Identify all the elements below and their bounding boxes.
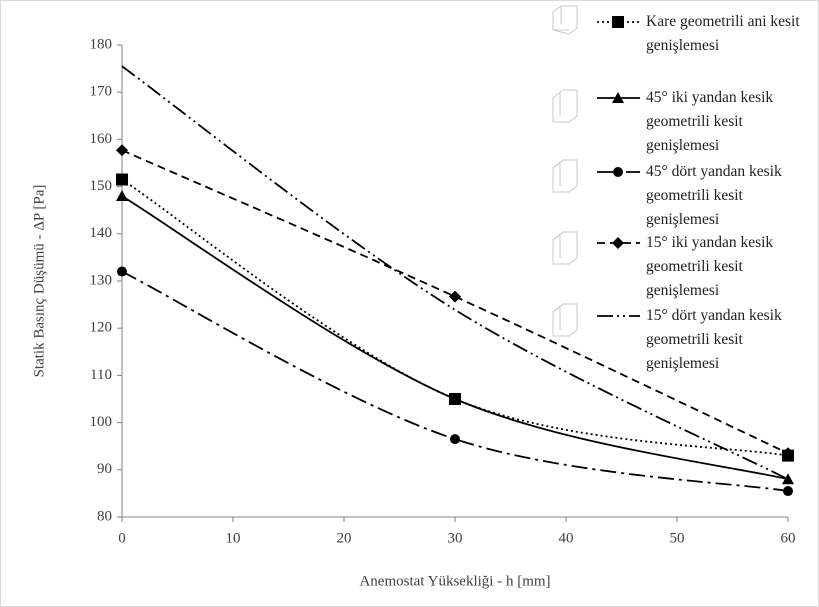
- y-tick-label: 150: [90, 178, 113, 194]
- series-line: [121, 178, 789, 457]
- x-tick-label: 50: [670, 530, 685, 546]
- marker: [116, 144, 128, 157]
- marker: [117, 266, 127, 277]
- marker: [782, 473, 794, 485]
- y-tick-label: 120: [90, 320, 113, 336]
- y-tick-label: 110: [90, 367, 112, 383]
- legend-label: 45° iki yandan kesik geometrili kesit ge…: [646, 89, 774, 154]
- marker: [449, 290, 461, 303]
- x-tick-label: 10: [226, 530, 241, 546]
- marker: [450, 434, 460, 445]
- y-tick-label: 80: [97, 508, 112, 524]
- y-axis-label: Statik Basınç Düşümü - ΔP [Pa]: [31, 185, 47, 378]
- legend-marker: [612, 92, 624, 103]
- x-tick-label: 60: [781, 530, 796, 546]
- marker: [116, 173, 128, 186]
- legend-label: Kare geometrili ani kesit genişlemesi: [646, 13, 800, 54]
- y-tick-label: 100: [90, 414, 113, 430]
- y-tick-label: 170: [90, 84, 113, 100]
- y-tick-label: 90: [97, 461, 112, 477]
- marker: [449, 393, 461, 404]
- legend-label: 15° iki yandan kesik geometrili kesit ge…: [646, 234, 774, 299]
- series-line: [121, 65, 789, 481]
- y-tick-label: 140: [90, 225, 113, 241]
- y-tick-label: 130: [90, 272, 113, 288]
- marker: [782, 447, 794, 460]
- x-tick-label: 20: [337, 530, 352, 546]
- legend-label: 15° dört yandan kesik geometrili kesit g…: [646, 307, 782, 372]
- x-axis-label: Anemostat Yüksekliği - h [mm]: [359, 573, 550, 589]
- y-tick-label: 180: [90, 36, 113, 52]
- legend-label: 45° dört yandan kesik geometrili kesit g…: [646, 163, 782, 228]
- legend-icons: [552, 5, 578, 337]
- x-tick-label: 0: [118, 530, 126, 546]
- marker: [783, 486, 793, 497]
- x-tick-label: 30: [448, 530, 463, 546]
- legend-marker: [612, 16, 624, 28]
- legend-marker: [613, 167, 623, 177]
- marker: [116, 190, 128, 202]
- y-tick-label: 160: [90, 131, 113, 147]
- series-line: [121, 270, 789, 492]
- series-line: [121, 149, 789, 455]
- legend-marker: [612, 237, 624, 249]
- x-tick-label: 40: [559, 530, 574, 546]
